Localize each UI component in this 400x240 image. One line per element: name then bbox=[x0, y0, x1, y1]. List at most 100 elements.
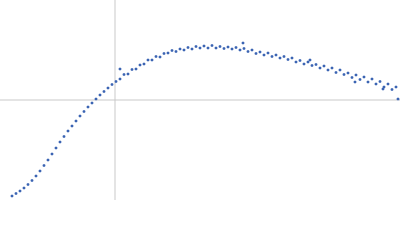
data-point bbox=[322, 64, 326, 68]
data-point bbox=[26, 183, 30, 186]
data-point bbox=[42, 164, 46, 167]
data-point bbox=[50, 152, 54, 156]
data-point bbox=[222, 47, 226, 50]
data-point bbox=[34, 174, 38, 178]
data-point bbox=[174, 50, 178, 53]
data-point bbox=[318, 66, 322, 70]
data-point bbox=[142, 62, 146, 66]
data-point bbox=[130, 68, 134, 71]
data-point bbox=[62, 135, 66, 138]
data-point bbox=[218, 45, 222, 48]
data-point bbox=[114, 80, 118, 83]
data-point bbox=[338, 68, 342, 72]
data-point bbox=[254, 52, 258, 55]
data-point bbox=[94, 97, 98, 101]
data-point bbox=[306, 60, 310, 64]
data-point bbox=[10, 194, 14, 198]
data-point bbox=[286, 58, 290, 61]
data-point bbox=[282, 55, 286, 58]
data-point bbox=[194, 45, 198, 48]
data-point bbox=[134, 67, 138, 71]
data-point bbox=[386, 82, 390, 86]
data-point bbox=[353, 80, 357, 84]
data-point bbox=[290, 56, 294, 60]
data-point bbox=[14, 192, 18, 195]
data-point bbox=[166, 51, 170, 55]
data-point bbox=[74, 119, 78, 123]
data-point bbox=[106, 86, 110, 90]
data-point bbox=[38, 169, 42, 173]
data-point bbox=[334, 71, 338, 74]
data-point bbox=[206, 46, 210, 50]
data-point bbox=[314, 63, 318, 66]
data-point bbox=[86, 105, 90, 109]
data-point bbox=[150, 58, 154, 62]
data-point bbox=[302, 62, 306, 66]
data-point bbox=[238, 48, 242, 52]
data-point bbox=[170, 49, 174, 52]
data-point bbox=[46, 158, 50, 162]
data-point bbox=[294, 60, 298, 64]
page: (() => { const data = JSON.parse(documen… bbox=[0, 0, 400, 200]
data-point bbox=[138, 63, 142, 67]
data-point bbox=[70, 124, 74, 128]
data-point bbox=[98, 93, 102, 97]
data-point bbox=[110, 83, 114, 86]
data-point bbox=[310, 64, 314, 67]
data-point bbox=[158, 55, 162, 59]
data-point bbox=[154, 55, 158, 58]
data-point bbox=[234, 46, 238, 49]
data-point bbox=[82, 110, 86, 113]
data-point bbox=[362, 75, 366, 79]
data-point bbox=[198, 46, 202, 50]
data-point bbox=[118, 77, 122, 81]
data-point bbox=[230, 47, 234, 51]
data-point bbox=[246, 50, 250, 53]
data-point bbox=[390, 88, 394, 91]
data-point bbox=[366, 80, 370, 84]
data-point bbox=[354, 73, 358, 77]
data-point bbox=[342, 73, 346, 76]
data-point bbox=[266, 51, 270, 55]
data-point bbox=[394, 85, 398, 89]
data-point bbox=[146, 58, 150, 62]
data-point bbox=[202, 44, 206, 48]
data-point bbox=[126, 72, 130, 76]
data-point bbox=[182, 48, 186, 52]
data-point bbox=[118, 67, 122, 71]
data-point bbox=[162, 52, 166, 55]
data-point bbox=[262, 53, 266, 57]
data-point bbox=[330, 66, 334, 70]
data-point bbox=[58, 140, 62, 144]
data-point bbox=[186, 46, 190, 49]
data-point bbox=[102, 90, 106, 93]
chart bbox=[0, 0, 400, 200]
data-point bbox=[66, 129, 70, 133]
data-point bbox=[78, 114, 82, 118]
data-point bbox=[346, 71, 350, 75]
data-point bbox=[18, 189, 22, 193]
data-point bbox=[378, 80, 382, 83]
data-point bbox=[326, 68, 330, 72]
data-point bbox=[22, 186, 26, 190]
data-point bbox=[396, 97, 400, 101]
data-point bbox=[370, 77, 374, 81]
data-point bbox=[270, 55, 274, 58]
data-point bbox=[242, 47, 246, 50]
data-point bbox=[374, 82, 378, 86]
data-point bbox=[54, 146, 58, 150]
data-point bbox=[214, 46, 218, 50]
data-point bbox=[258, 50, 262, 54]
data-point bbox=[210, 44, 214, 47]
data-point bbox=[350, 76, 354, 79]
data-point bbox=[381, 87, 385, 91]
data-point bbox=[178, 47, 182, 51]
data-point bbox=[358, 78, 362, 81]
data-point bbox=[308, 58, 312, 62]
data-point bbox=[241, 41, 245, 45]
data-point bbox=[190, 47, 194, 51]
data-point bbox=[250, 48, 254, 52]
data-point bbox=[298, 59, 302, 62]
data-point bbox=[122, 73, 126, 76]
data-point bbox=[90, 101, 94, 105]
